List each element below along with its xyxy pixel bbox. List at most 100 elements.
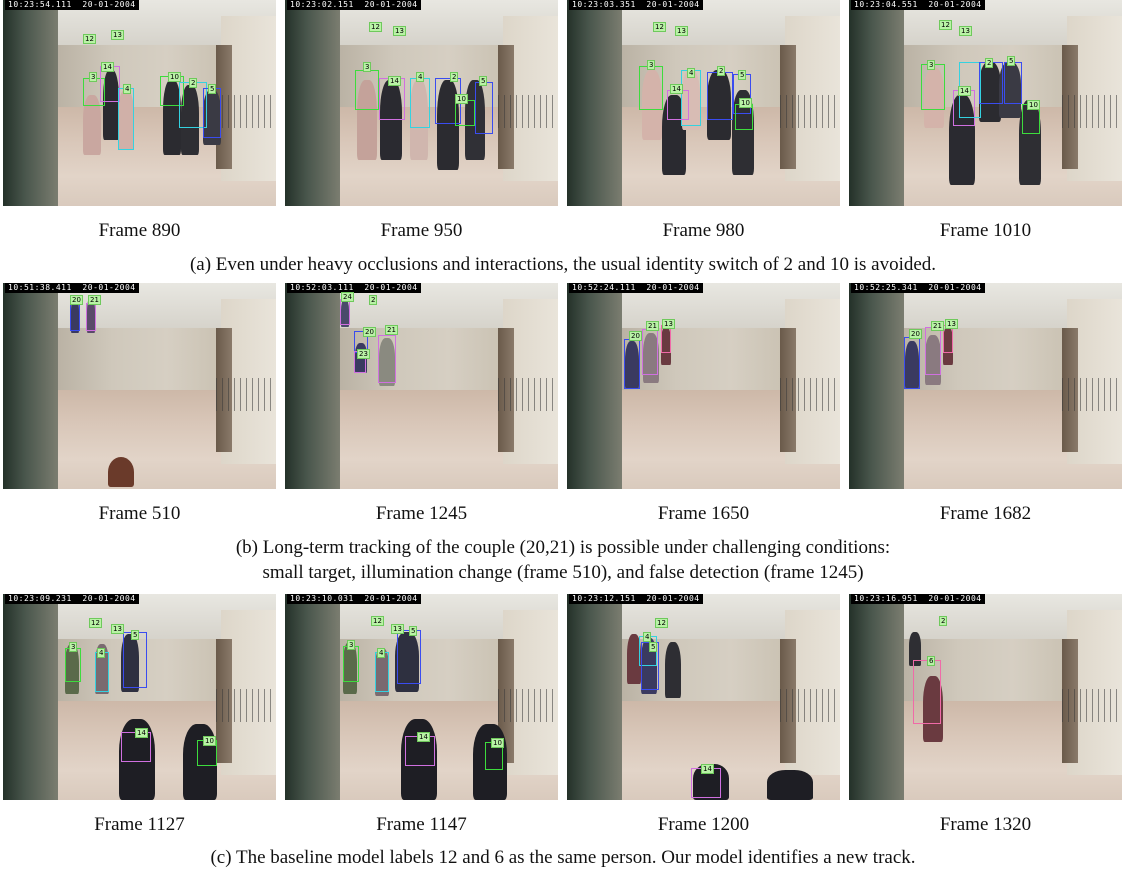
track-id-tag: 3: [347, 640, 356, 650]
track-box: [642, 329, 658, 375]
track-id-tag: 21: [931, 321, 944, 331]
track-id-tag: 10: [739, 98, 752, 108]
track-id-tag: 12: [655, 618, 668, 628]
frame-c1-image: 10:23:09.231 20-01-2004 12 13 3 4 5 14 1…: [3, 594, 276, 800]
track-id-tag: 10: [168, 72, 181, 82]
timestamp: 10:52:25.341 20-01-2004: [851, 283, 985, 293]
frame-c4-image: 10:23:16.951 20-01-2004 2 6: [849, 594, 1122, 800]
track-id-tag: 14: [101, 62, 114, 72]
track-id-tag: 2: [369, 295, 378, 305]
frame-c3-image: 10:23:12.151 20-01-2004 12 4 5 14: [567, 594, 840, 800]
track-id-tag: 12: [89, 618, 102, 628]
track-id-tag: 23: [357, 349, 370, 359]
track-box: [943, 325, 953, 353]
track-id-tag: 12: [939, 20, 952, 30]
track-id-tag: 21: [385, 325, 398, 335]
track-id-tag: 4: [377, 648, 386, 658]
frame-a4-image: 10:23:04.551 20-01-2004 12 13 3 2 5 14 1…: [849, 0, 1122, 206]
track-id-tag: 24: [341, 292, 354, 302]
timestamp: 10:23:09.231 20-01-2004: [5, 594, 139, 604]
frame-b3-image: 10:52:24.111 20-01-2004 20 21 13: [567, 283, 840, 489]
track-id-tag: 5: [208, 84, 217, 94]
track-box: [639, 66, 663, 110]
track-box: [904, 337, 920, 389]
track-id-tag: 3: [647, 60, 656, 70]
track-id-tag: 4: [643, 632, 652, 642]
track-id-tag: 2: [939, 616, 948, 626]
track-id-tag: 14: [701, 764, 714, 774]
track-box: [667, 90, 689, 120]
track-id-tag: 13: [662, 319, 675, 329]
track-box: [203, 88, 221, 138]
track-id-tag: 10: [491, 738, 504, 748]
track-id-tag: 4: [416, 72, 425, 82]
track-box: [375, 652, 389, 692]
track-id-tag: 5: [409, 626, 418, 636]
timestamp: 10:23:04.551 20-01-2004: [851, 0, 985, 10]
frame-a2-image: 10:23:02.151 20-01-2004 12 13 3 14 4 2 5…: [285, 0, 558, 206]
frame-label: Frame 1682: [939, 503, 1032, 524]
track-id-tag: 6: [927, 656, 936, 666]
track-id-tag: 13: [111, 30, 124, 40]
track-box: [979, 62, 1003, 104]
frame-label: Frame 1127: [94, 814, 185, 835]
timestamp: 10:23:10.031 20-01-2004: [287, 594, 421, 604]
timestamp: 10:23:54.111 20-01-2004: [5, 0, 139, 10]
track-id-tag: 2: [717, 66, 726, 76]
track-id-tag: 4: [687, 68, 696, 78]
track-id-tag: 13: [393, 26, 406, 36]
timestamp: 10:52:03.111 20-01-2004: [287, 283, 421, 293]
frame-label: Frame 1147: [376, 814, 467, 835]
track-id-tag: 20: [363, 327, 376, 337]
track-box: [913, 660, 941, 724]
frame-label: Frame 1245: [375, 503, 468, 524]
track-id-tag: 14: [388, 76, 401, 86]
track-id-tag: 5: [1007, 56, 1016, 66]
track-id-tag: 5: [649, 642, 658, 652]
track-id-tag: 3: [89, 72, 98, 82]
caption-c: (c) The baseline model labels 12 and 6 a…: [210, 847, 916, 868]
frame-label: Frame 950: [380, 220, 463, 241]
track-box: [1004, 62, 1022, 104]
track-box: [95, 652, 109, 692]
frame-a3-image: 10:23:03.351 20-01-2004 12 13 3 4 2 5 14…: [567, 0, 840, 206]
track-id-tag: 10: [203, 736, 216, 746]
caption-b-line1: (b) Long-term tracking of the couple (20…: [235, 537, 891, 558]
track-id-tag: 21: [646, 321, 659, 331]
timestamp: 10:23:12.151 20-01-2004: [569, 594, 703, 604]
frame-label: Frame 890: [98, 220, 181, 241]
frame-b1-image: 10:51:38.411 20-01-2004 20 21: [3, 283, 276, 489]
track-box: [65, 648, 81, 682]
track-id-tag: 12: [371, 616, 384, 626]
track-box: [661, 325, 671, 353]
track-id-tag: 5: [131, 630, 140, 640]
track-id-tag: 10: [1027, 100, 1040, 110]
track-box: [397, 630, 421, 684]
track-id-tag: 13: [111, 624, 124, 634]
caption-a: (a) Even under heavy occlusions and inte…: [189, 254, 937, 275]
track-id-tag: 20: [909, 329, 922, 339]
track-box: [410, 78, 430, 128]
track-id-tag: 14: [958, 86, 971, 96]
frame-label: Frame 1320: [939, 814, 1032, 835]
track-box: [378, 335, 396, 383]
track-box: [475, 82, 493, 134]
track-id-tag: 12: [83, 34, 96, 44]
track-box: [624, 339, 640, 389]
track-id-tag: 14: [670, 84, 683, 94]
timestamp: 10:51:38.411 20-01-2004: [5, 283, 139, 293]
track-id-tag: 5: [738, 70, 747, 80]
track-id-tag: 14: [135, 728, 148, 738]
frame-label: Frame 1650: [657, 503, 750, 524]
track-id-tag: 5: [479, 76, 488, 86]
track-id-tag: 4: [97, 648, 106, 658]
track-id-tag: 13: [959, 26, 972, 36]
track-id-tag: 13: [391, 624, 404, 634]
frame-label: Frame 980: [662, 220, 745, 241]
track-id-tag: 13: [675, 26, 688, 36]
track-box: [118, 88, 134, 150]
track-id-tag: 4: [123, 84, 132, 94]
frame-b4-image: 10:52:25.341 20-01-2004 20 21 13: [849, 283, 1122, 489]
frame-label: Frame 1010: [939, 220, 1032, 241]
track-id-tag: 3: [927, 60, 936, 70]
